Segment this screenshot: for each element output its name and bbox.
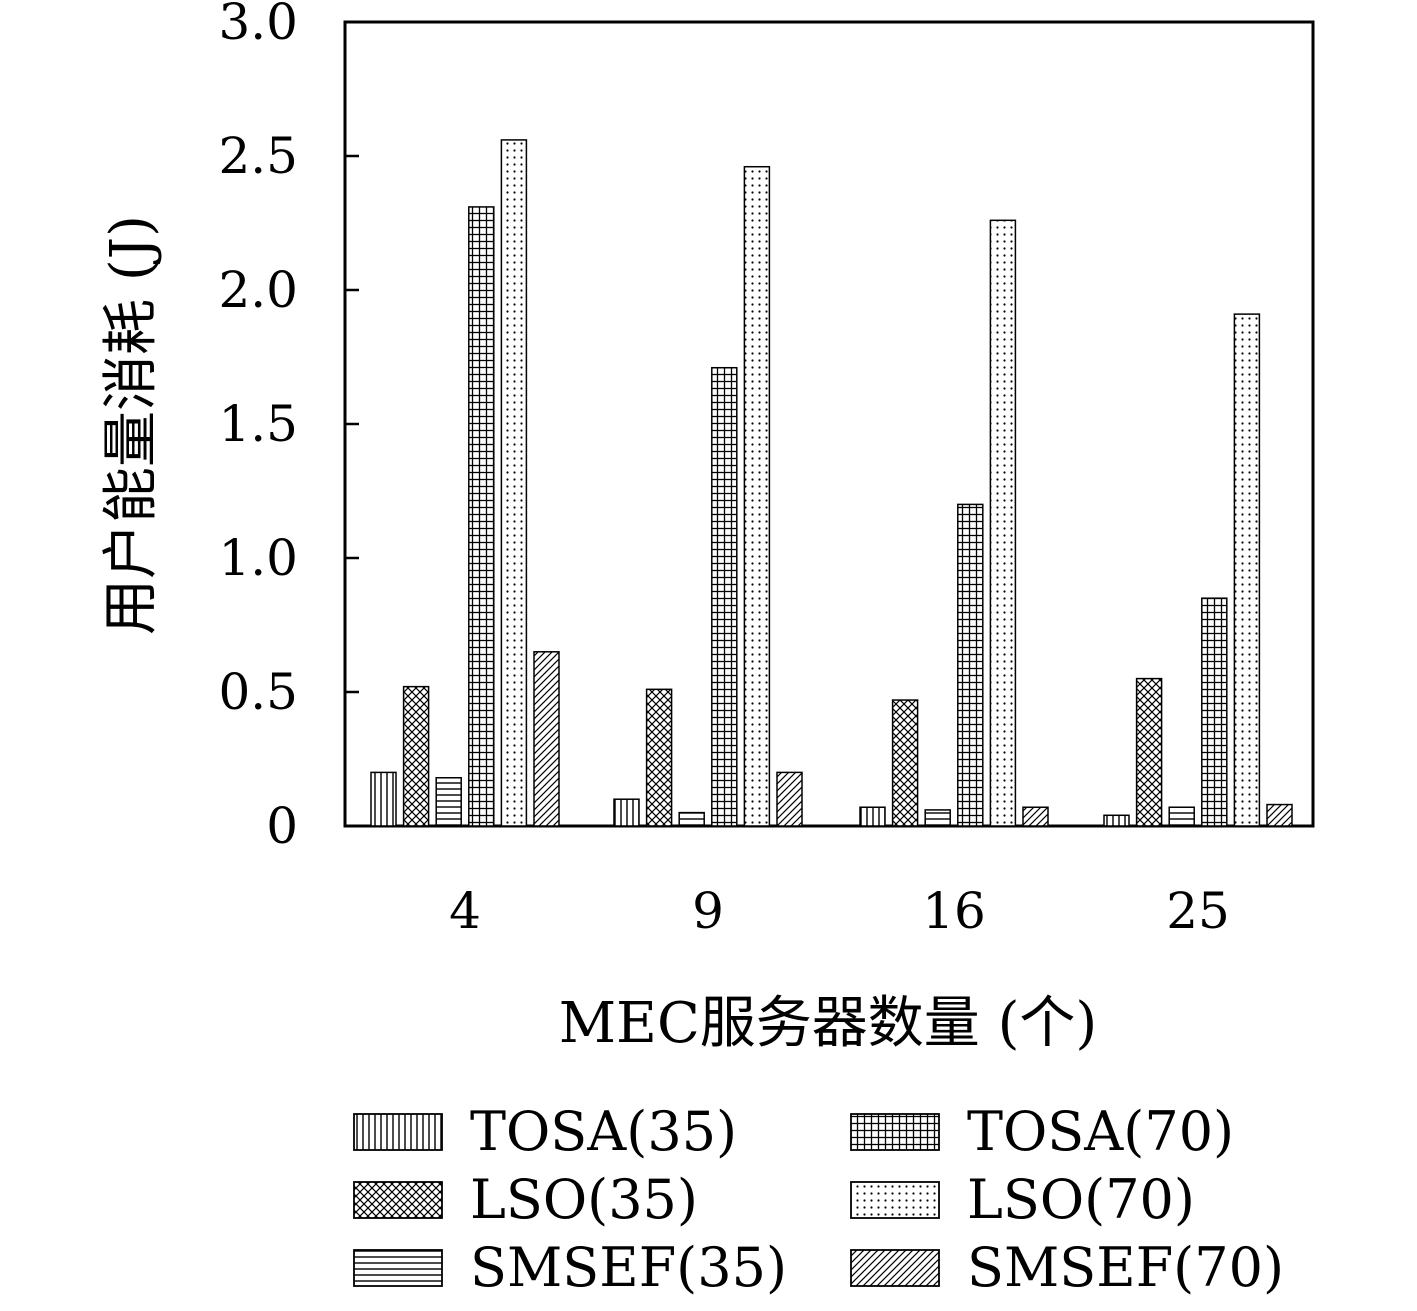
legend-label: LSO(70) [967, 1168, 1195, 1231]
legend-swatch [353, 1249, 443, 1287]
bar [1201, 597, 1228, 827]
legend-swatch [850, 1181, 940, 1219]
x-tick-label: 9 [692, 882, 724, 940]
bar [678, 811, 705, 827]
bar [1233, 313, 1261, 827]
legend-label: SMSEF(70) [967, 1236, 1284, 1299]
bar [989, 219, 1017, 827]
legend-label: LSO(35) [470, 1168, 698, 1231]
legend-swatch [353, 1181, 443, 1219]
y-tick-label: 1.0 [218, 529, 298, 587]
plot-area [343, 20, 1315, 828]
y-tick-label: 2.5 [218, 127, 298, 185]
legend-label: TOSA(35) [470, 1100, 737, 1163]
bar [743, 165, 771, 827]
bar [645, 688, 673, 827]
bar [891, 699, 919, 827]
y-axis: 0 0.5 1.0 1.5 2.0 2.5 3.0 [218, 0, 359, 855]
bar [500, 139, 528, 827]
bar [402, 685, 430, 827]
bar [1168, 806, 1195, 827]
bar [859, 806, 886, 827]
bar [370, 771, 397, 827]
legend-swatch [850, 1249, 940, 1287]
x-tick-label: 25 [1166, 882, 1230, 940]
legend-swatch [850, 1113, 940, 1151]
y-tick-label: 1.5 [218, 395, 298, 453]
x-axis: 4 9 16 25 [449, 882, 1230, 940]
bar [435, 777, 462, 827]
bar [776, 771, 803, 827]
bar [924, 809, 951, 827]
bar [711, 366, 738, 827]
legend-swatch [353, 1113, 443, 1151]
legend-label: SMSEF(35) [470, 1236, 787, 1299]
bar [1022, 806, 1049, 827]
y-axis-title: 用户能量消耗 (J) [99, 215, 164, 635]
x-tick-label: 16 [922, 882, 986, 940]
y-tick-label: 0 [266, 797, 298, 855]
bar [1103, 814, 1130, 827]
bar [613, 798, 640, 827]
bar [957, 503, 984, 827]
bar [533, 651, 560, 827]
legend: TOSA(35)LSO(35)SMSEF(35) TOSA(70)LSO(70)S… [353, 1100, 1284, 1299]
bar [1266, 803, 1293, 827]
bar [1135, 677, 1163, 827]
y-tick-label: 3.0 [218, 0, 298, 51]
x-tick-label: 4 [449, 882, 481, 940]
legend-label: TOSA(70) [967, 1100, 1234, 1163]
y-tick-label: 2.0 [218, 261, 298, 319]
x-axis-title: MEC服务器数量 (个) [559, 991, 1098, 1056]
bar [468, 206, 495, 827]
y-tick-label: 0.5 [218, 663, 298, 721]
